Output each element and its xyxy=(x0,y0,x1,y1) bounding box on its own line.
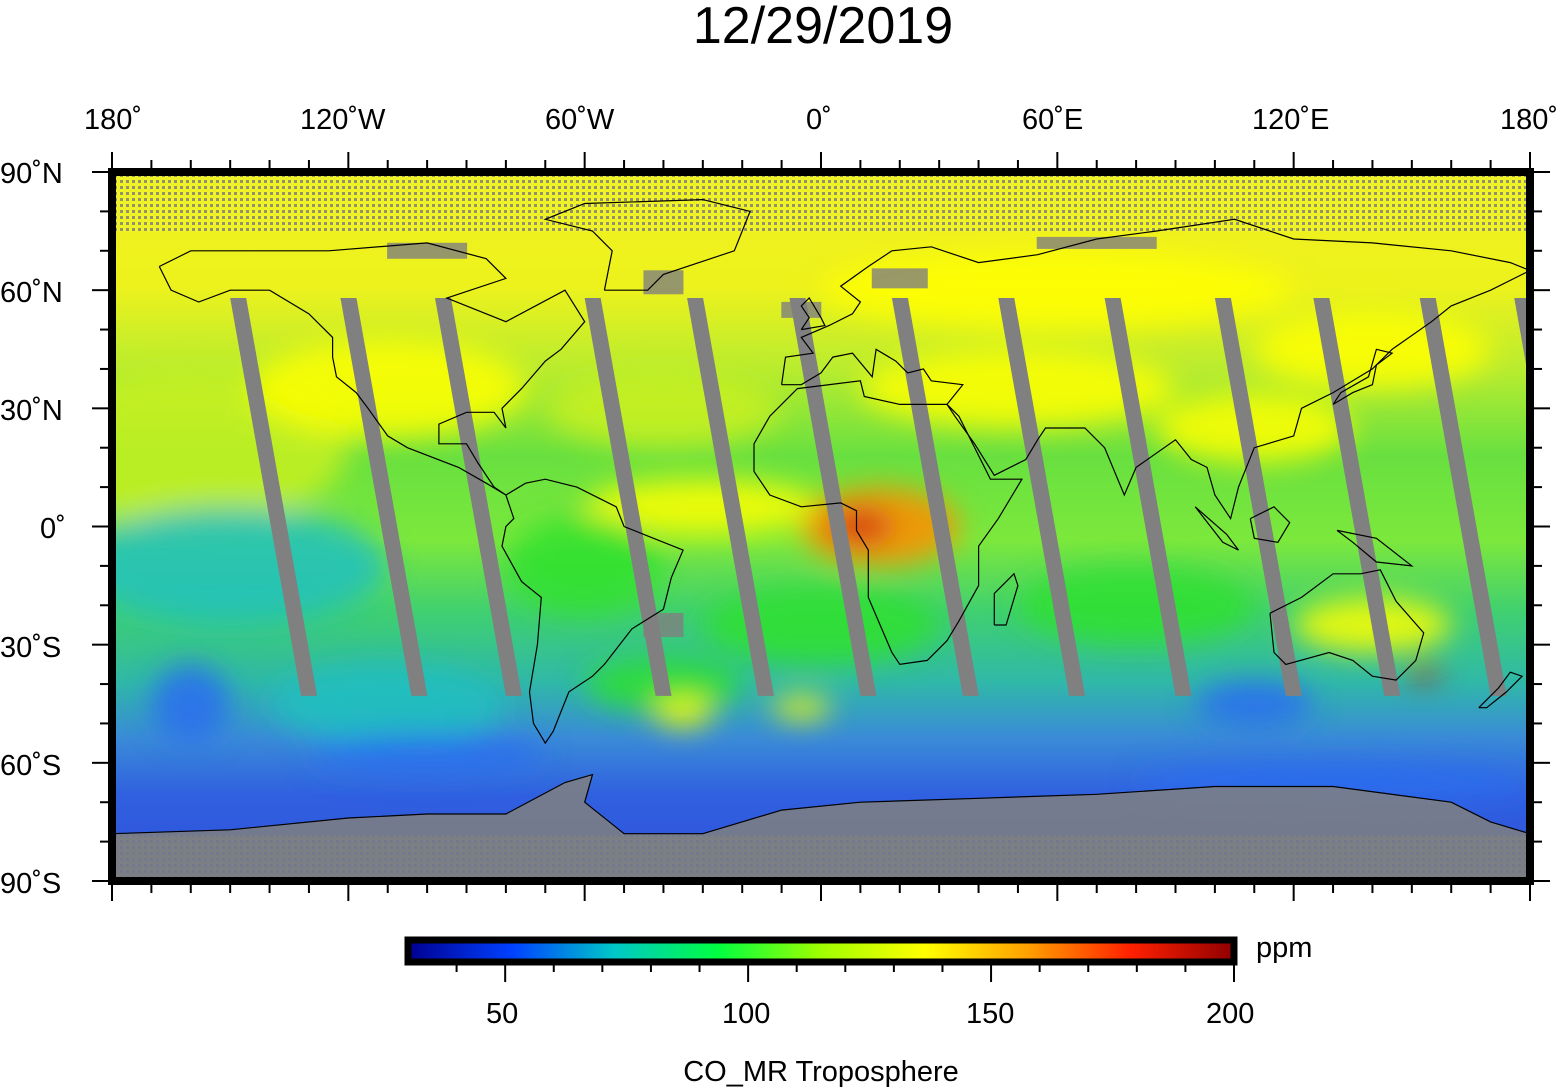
colorbar-unit: ppm xyxy=(1256,932,1313,964)
coastline xyxy=(753,380,1023,666)
missing-patch xyxy=(1036,236,1157,249)
top-axis-label-0: 0˚ xyxy=(806,104,832,136)
missing-swath xyxy=(1104,298,1192,696)
missing-swath xyxy=(789,298,877,696)
co-patch xyxy=(1254,309,1491,389)
colorbar xyxy=(404,936,1238,982)
colorbar-frame xyxy=(404,936,1238,966)
coastline xyxy=(1336,529,1414,567)
co-patch xyxy=(545,368,782,448)
left-axis-label-60s: 60˚S xyxy=(0,750,62,782)
colorbar-ticks xyxy=(455,962,1235,982)
missing-swath xyxy=(434,298,522,696)
left-axis-label-30s: 30˚S xyxy=(0,632,62,664)
co-patch xyxy=(151,664,231,744)
colorbar-caption: CO_MR Troposphere xyxy=(683,1056,959,1088)
co-patch xyxy=(1155,392,1353,464)
top-axis-label-180e: 180˚ xyxy=(1500,104,1559,136)
coastlines xyxy=(112,198,1530,835)
co-data-field xyxy=(112,172,1530,881)
missing-patch xyxy=(387,242,468,259)
coastline xyxy=(158,242,586,496)
missing-patch xyxy=(643,612,684,637)
missing-swath xyxy=(998,298,1086,696)
left-axis-label-30n: 30˚N xyxy=(0,395,63,427)
missing-data-swaths xyxy=(230,236,1530,696)
co-patch xyxy=(505,516,664,616)
colorbar-gradient xyxy=(408,940,1234,962)
antarctica-shape xyxy=(112,774,1530,881)
co-patch xyxy=(1017,565,1255,645)
arctic-noise-band xyxy=(112,172,1530,232)
missing-swath xyxy=(584,298,672,696)
coastline xyxy=(1332,348,1394,405)
map-frame xyxy=(108,168,1534,885)
axis-ticks xyxy=(92,152,1550,901)
top-axis-label-120w: 120˚W xyxy=(300,104,386,136)
missing-patch xyxy=(781,301,822,318)
coastline xyxy=(1478,671,1524,709)
left-axis-label-60n: 60˚N xyxy=(0,277,63,309)
missing-swath xyxy=(340,298,428,696)
coastline xyxy=(543,198,751,291)
map-title: 12/29/2019 xyxy=(692,0,954,55)
top-axis-label-120e: 120˚E xyxy=(1252,104,1330,136)
antarctica-missing-data xyxy=(112,774,1530,881)
coastline xyxy=(112,773,1530,835)
missing-swath xyxy=(1419,298,1507,696)
coastline xyxy=(993,572,1019,626)
missing-swath xyxy=(1313,298,1401,696)
left-axis-label-90n: 90˚N xyxy=(0,158,63,190)
top-axis-label-180w: 180˚ xyxy=(84,104,143,136)
top-axis-label-60w: 60˚W xyxy=(545,104,615,136)
left-axis-label-90s: 90˚S xyxy=(0,868,62,900)
coastline xyxy=(1269,569,1425,681)
co-patch xyxy=(653,695,713,728)
co-patch xyxy=(771,695,831,720)
missing-swath xyxy=(230,298,318,696)
missing-swath xyxy=(687,298,774,696)
coastline xyxy=(781,218,1530,521)
missing-patch xyxy=(871,268,928,289)
missing-swath xyxy=(891,298,979,696)
coastline xyxy=(1249,506,1291,543)
coastline xyxy=(800,297,826,331)
co-patch xyxy=(1195,680,1314,728)
colorbar-label-200: 200 xyxy=(1206,998,1255,1030)
colorbar-label-50: 50 xyxy=(486,998,519,1030)
colorbar-label-100: 100 xyxy=(722,998,771,1030)
co-patch xyxy=(584,479,821,535)
co-patch xyxy=(249,339,526,438)
co-patch xyxy=(702,585,940,665)
co-patch xyxy=(308,735,546,775)
coastline xyxy=(1194,506,1239,551)
coastline xyxy=(501,478,684,745)
left-axis-label-0: 0˚ xyxy=(40,513,66,545)
co-patch xyxy=(821,250,1294,330)
co-patch xyxy=(112,506,388,625)
colorbar-label-150: 150 xyxy=(966,998,1015,1030)
co-patch xyxy=(1407,664,1440,681)
top-axis-label-60e: 60˚E xyxy=(1022,104,1084,136)
missing-swath xyxy=(1214,298,1302,696)
co-patch xyxy=(269,664,506,744)
